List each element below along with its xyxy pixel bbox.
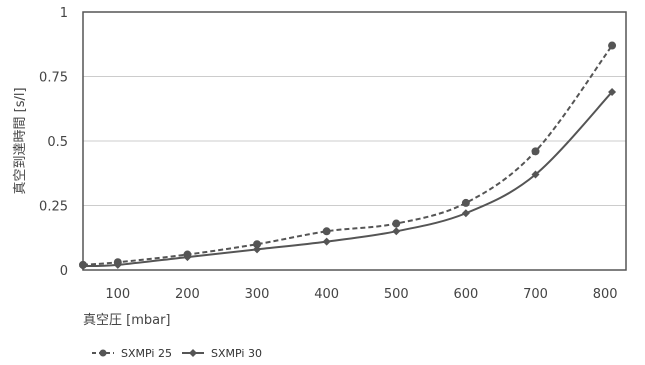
data-point-sxmpi-30 <box>531 170 540 179</box>
y-axis-title: 真空到達時間 [s/l] <box>13 87 28 194</box>
data-point-sxmpi-30 <box>113 260 122 269</box>
data-point-sxmpi-25 <box>253 240 262 249</box>
plot-area-frame <box>82 11 627 271</box>
x-tick-label: 600 <box>453 287 478 302</box>
x-tick-label: 300 <box>245 287 270 302</box>
legend: SXMPi 25 SXMPi 30 <box>92 347 262 360</box>
y-tick-label: 0.25 <box>39 200 68 215</box>
legend-marker-circle-icon <box>99 349 107 357</box>
legend-item-sxmpi-25: SXMPi 25 <box>92 347 172 360</box>
data-point-sxmpi-30 <box>253 245 262 254</box>
legend-label-sxmpi-25: SXMPi 25 <box>121 347 172 360</box>
x-tick-label: 800 <box>593 287 618 302</box>
data-point-sxmpi-25 <box>608 41 617 50</box>
data-point-sxmpi-30 <box>183 253 192 262</box>
data-point-sxmpi-30 <box>79 262 87 271</box>
data-point-sxmpi-25 <box>392 219 401 228</box>
y-tick-label: 0.75 <box>39 71 68 86</box>
legend-item-sxmpi-30: SXMPi 30 <box>182 347 262 360</box>
x-tick-label: 200 <box>175 287 200 302</box>
data-point-sxmpi-25 <box>322 227 331 236</box>
series-line-sxmpi-25 <box>82 44 613 266</box>
y-tick-label: 0.5 <box>47 135 68 150</box>
series-line-sxmpi-30 <box>82 91 613 268</box>
y-tick-label: 1 <box>60 6 68 21</box>
data-point-sxmpi-30 <box>608 87 617 96</box>
legend-marker-diamond-icon <box>189 349 197 357</box>
series-layer <box>79 41 617 271</box>
legend-label-sxmpi-30: SXMPi 30 <box>211 347 262 360</box>
tick-labels: 0 0.25 0.5 0.75 1 100 200 300 400 500 600 700 800 <box>39 6 617 302</box>
x-tick-label: 100 <box>105 287 130 302</box>
x-axis-title: 真空圧 [mbar] <box>83 313 171 328</box>
data-point-sxmpi-25 <box>461 198 470 207</box>
data-point-sxmpi-30 <box>461 209 470 218</box>
data-point-sxmpi-25 <box>531 147 540 156</box>
data-point-sxmpi-30 <box>322 237 331 246</box>
data-point-sxmpi-30 <box>392 227 401 236</box>
x-tick-label: 500 <box>384 287 409 302</box>
y-tick-label: 0 <box>60 264 68 279</box>
x-tick-label: 400 <box>314 287 339 302</box>
x-tick-label: 700 <box>523 287 548 302</box>
